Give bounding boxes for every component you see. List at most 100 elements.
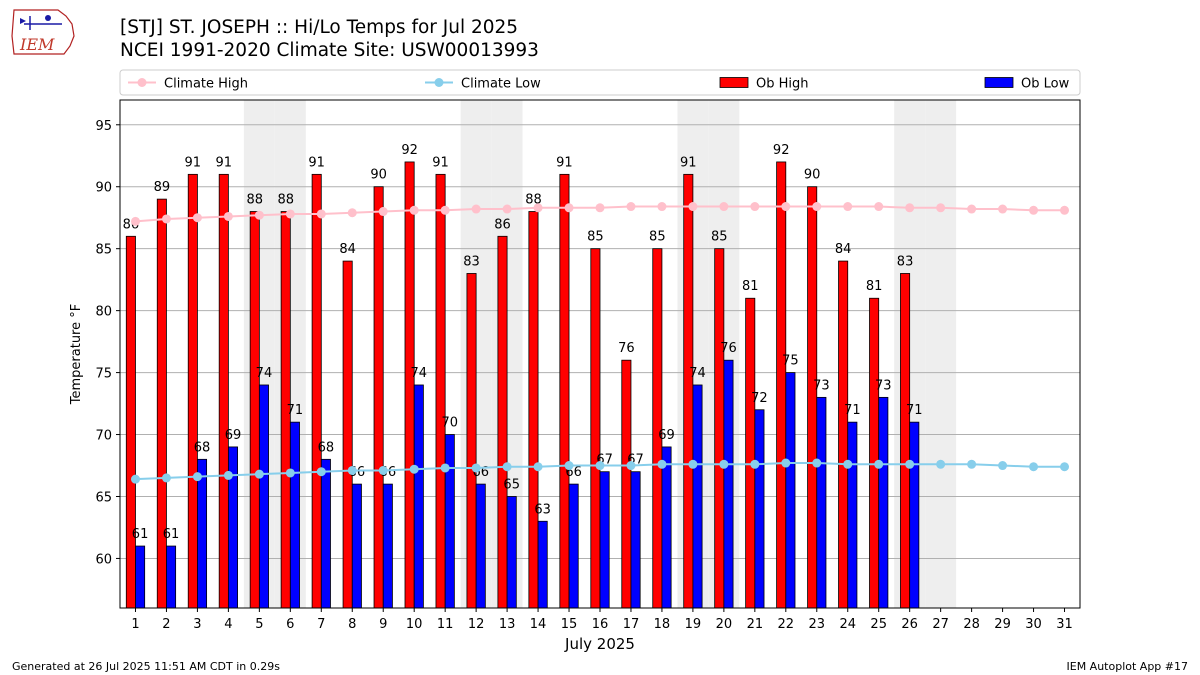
- climate-low-point: [471, 463, 481, 473]
- bar-ob-high: [683, 173, 694, 609]
- climate-high-point: [471, 204, 481, 214]
- x-tick-label: 20: [716, 617, 733, 632]
- climate-low-point: [502, 462, 512, 472]
- bar-ob-low: [475, 483, 486, 609]
- footer-app: IEM Autoplot App #17: [1066, 660, 1189, 673]
- climate-low-point: [1029, 462, 1039, 472]
- x-tick-label: 15: [561, 617, 578, 632]
- bar-ob-high: [404, 161, 415, 609]
- bar-ob-high: [838, 260, 849, 609]
- data-label-ob-high: 91: [432, 155, 449, 170]
- climate-high-point: [564, 203, 574, 213]
- bar-ob-low: [135, 545, 146, 609]
- climate-high-point: [781, 202, 791, 212]
- data-label-ob-high: 88: [277, 193, 294, 208]
- data-label-ob-low: 76: [720, 341, 737, 356]
- x-tick-label: 31: [1056, 617, 1073, 632]
- bar-ob-high: [745, 297, 756, 609]
- data-label-ob-low: 61: [132, 527, 149, 542]
- data-label-ob-low: 65: [503, 477, 520, 492]
- climate-high-point: [657, 202, 667, 212]
- data-label-ob-low: 74: [689, 366, 706, 381]
- bar-ob-low: [444, 434, 455, 609]
- bar-ob-low: [382, 483, 393, 609]
- data-label-ob-high: 91: [185, 155, 202, 170]
- data-label-ob-high: 76: [618, 341, 635, 356]
- data-label-ob-high: 91: [308, 155, 325, 170]
- legend-label-climate-high: Climate High: [164, 77, 248, 92]
- climate-low-point: [626, 461, 636, 471]
- x-tick-label: 2: [162, 617, 170, 632]
- y-tick-label: 95: [95, 119, 112, 134]
- climate-low-point: [409, 464, 419, 474]
- climate-low-point: [936, 459, 946, 469]
- x-tick-label: 27: [932, 617, 949, 632]
- bar-ob-high: [249, 211, 260, 609]
- iem-logo: IEM: [11, 9, 75, 55]
- climate-high-point: [874, 202, 884, 212]
- x-tick-label: 24: [839, 617, 856, 632]
- bar-ob-low: [847, 421, 858, 609]
- climate-low-point: [812, 458, 822, 468]
- data-label-ob-high: 83: [463, 254, 480, 269]
- bar-ob-low: [568, 483, 579, 609]
- climate-high-point: [254, 210, 264, 220]
- x-tick-label: 30: [1025, 617, 1042, 632]
- bar-ob-low: [351, 483, 362, 609]
- bar-ob-high: [187, 173, 198, 609]
- x-tick-label: 10: [406, 617, 423, 632]
- bar-ob-high: [497, 235, 508, 609]
- data-label-ob-low: 74: [256, 366, 273, 381]
- climate-low-point: [347, 465, 357, 475]
- bar-ob-low: [630, 471, 641, 609]
- climate-low-point: [316, 467, 326, 477]
- climate-low-point: [998, 461, 1008, 471]
- climate-low-point: [440, 463, 450, 473]
- x-tick-label: 9: [379, 617, 387, 632]
- y-tick-label: 65: [95, 490, 112, 505]
- x-tick-label: 12: [468, 617, 485, 632]
- data-label-ob-low: 61: [163, 527, 180, 542]
- climate-low-point: [161, 473, 171, 483]
- bar-ob-low: [723, 359, 734, 609]
- climate-high-point: [440, 205, 450, 215]
- bar-ob-high: [342, 260, 353, 609]
- legend-box: [119, 69, 1081, 96]
- y-tick-label: 60: [95, 552, 112, 567]
- data-label-ob-high: 85: [649, 230, 666, 245]
- data-label-ob-low: 69: [225, 428, 242, 443]
- data-label-ob-high: 90: [370, 168, 387, 183]
- legend-swatch-ob-low: [984, 77, 1014, 88]
- bar-ob-low: [258, 384, 269, 609]
- bar-ob-high: [559, 173, 570, 609]
- legend-label-ob-low: Ob Low: [1021, 77, 1070, 92]
- bar-ob-high: [528, 211, 539, 609]
- climate-high-point: [130, 216, 140, 226]
- climate-high-point: [936, 203, 946, 213]
- x-tick-label: 25: [870, 617, 887, 632]
- data-label-ob-high: 83: [897, 254, 914, 269]
- x-tick-label: 3: [193, 617, 201, 632]
- bar-ob-high: [776, 161, 787, 609]
- climate-high-point: [719, 202, 729, 212]
- bar-ob-low: [661, 446, 672, 609]
- climate-low-point: [533, 462, 543, 472]
- x-tick-label: 18: [654, 617, 671, 632]
- x-tick-label: 7: [317, 617, 325, 632]
- data-label-ob-low: 71: [906, 403, 923, 418]
- climate-high-point: [316, 209, 326, 219]
- footer-generated: Generated at 26 Jul 2025 11:51 AM CDT in…: [12, 660, 280, 673]
- legend-swatch-ob-high: [719, 77, 749, 88]
- climate-high-point: [285, 209, 295, 219]
- x-tick-label: 19: [685, 617, 702, 632]
- bar-ob-high: [621, 359, 632, 609]
- x-tick-label: 13: [499, 617, 516, 632]
- weekend-shade: [925, 100, 957, 608]
- climate-high-point: [688, 202, 698, 212]
- bar-ob-high: [156, 198, 167, 609]
- climate-high-point: [378, 207, 388, 217]
- climate-high-point: [533, 203, 543, 213]
- x-tick-label: 23: [809, 617, 826, 632]
- bar-ob-high: [373, 186, 384, 609]
- climate-high-point: [998, 204, 1008, 214]
